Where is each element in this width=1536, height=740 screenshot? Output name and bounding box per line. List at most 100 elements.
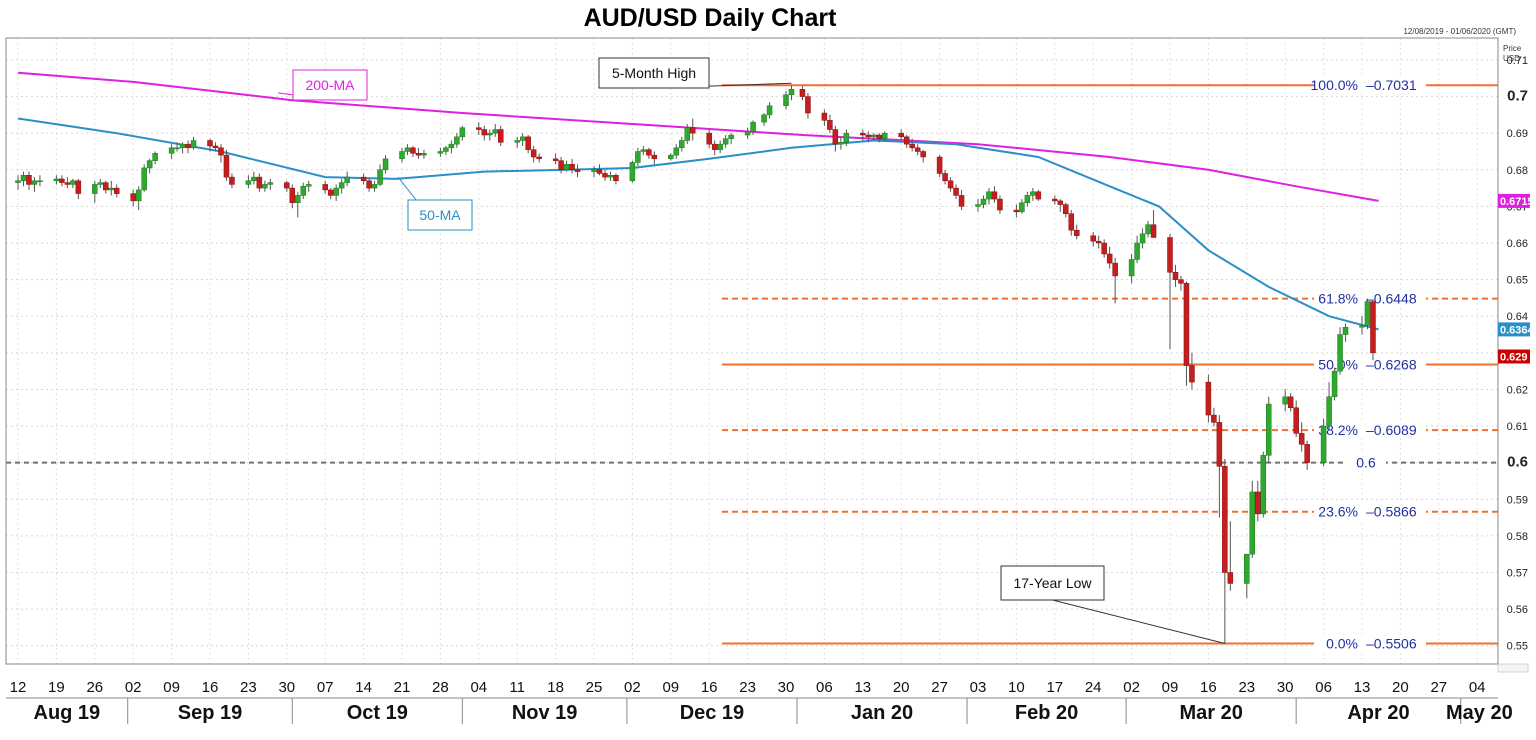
- candle-down: [997, 198, 1003, 211]
- fib-label-bg: [1314, 76, 1426, 94]
- candle-up: [761, 114, 767, 123]
- candle-up: [70, 180, 76, 185]
- y-tick-label: 0.57: [1507, 567, 1528, 579]
- seventeen-year-low-box: [1000, 565, 1105, 601]
- x-tick-label: 06: [1315, 679, 1332, 696]
- candle-up: [1337, 334, 1343, 372]
- x-tick-label: 10: [1008, 679, 1025, 696]
- fibonacci-levels: 100.0%–0.703161.8%–0.644850.0%–0.626838.…: [6, 76, 1498, 652]
- candle-down: [1255, 491, 1261, 515]
- x-tick-label: 28: [432, 679, 449, 696]
- candle-down: [821, 112, 828, 121]
- candle-down: [207, 140, 213, 147]
- x-tick-label: 27: [1430, 679, 1447, 696]
- candle-up: [783, 94, 789, 106]
- y-tick-label: 0.64: [1507, 311, 1528, 323]
- fib-percent-label: 23.6%: [1318, 504, 1358, 520]
- candle-down: [536, 156, 542, 160]
- candle-down: [1167, 237, 1173, 273]
- candle-down: [1150, 224, 1157, 238]
- candle-up: [563, 164, 570, 171]
- candle-down: [832, 129, 839, 145]
- candle-down: [1095, 240, 1102, 244]
- candle-up: [635, 151, 641, 163]
- candle-down: [366, 180, 372, 189]
- candle-up: [146, 160, 153, 169]
- candle-up: [53, 178, 60, 182]
- candle-down: [476, 127, 482, 130]
- x-tick-label: 02: [1123, 679, 1140, 696]
- candle-up: [744, 131, 751, 136]
- x-tick-label: 02: [624, 679, 641, 696]
- ma200-callout-label: 200-MA: [305, 77, 355, 93]
- ma50-line: [17, 117, 1379, 331]
- candle-down: [415, 153, 422, 156]
- y-tick-label: 0.68: [1507, 165, 1528, 177]
- y-tick-label: 0.55: [1507, 641, 1528, 653]
- candle-up: [766, 105, 773, 116]
- candle-down: [410, 147, 416, 154]
- candle-down: [1293, 407, 1299, 434]
- candle-down: [596, 169, 603, 174]
- x-tick-label: 27: [931, 679, 948, 696]
- y-tick-label: 0.66: [1507, 238, 1528, 250]
- candle-up: [1024, 195, 1031, 203]
- x-tick-label: 19: [48, 679, 65, 696]
- candle-up: [629, 162, 636, 182]
- candle-down: [936, 156, 943, 174]
- fib-percent-label: 61.8%: [1318, 291, 1358, 307]
- candle-down: [481, 129, 488, 136]
- reference-label-bg: [1346, 453, 1386, 471]
- candle-up: [986, 191, 992, 200]
- candle-up: [607, 175, 614, 178]
- candle-down: [569, 164, 575, 171]
- candle-up: [728, 134, 734, 139]
- moving-averages: [17, 71, 1379, 331]
- candle-up: [668, 154, 674, 160]
- candle-down: [574, 169, 581, 172]
- candle-up: [437, 151, 444, 154]
- x-tick-label: 20: [1392, 679, 1409, 696]
- x-tick-label: 13: [854, 679, 871, 696]
- candle-down: [1106, 253, 1113, 264]
- candle-up: [717, 143, 723, 150]
- candle-down: [1287, 396, 1294, 408]
- candle-down: [920, 151, 926, 158]
- y-tick-label: 0.56: [1507, 604, 1528, 616]
- candle-up: [295, 195, 301, 203]
- candle-up: [1134, 242, 1140, 260]
- candle-down: [223, 154, 230, 178]
- candle-down: [860, 132, 866, 136]
- candle-down: [805, 96, 811, 114]
- candle-up: [141, 167, 147, 191]
- candle-up: [1128, 259, 1135, 277]
- candle-up: [399, 151, 405, 160]
- candle-down: [284, 182, 290, 189]
- candle-down: [360, 176, 367, 182]
- candle-down: [26, 175, 32, 185]
- candle-down: [552, 158, 559, 161]
- candle-down: [1035, 191, 1042, 200]
- candle-up: [1249, 491, 1256, 555]
- candle-down: [212, 145, 219, 149]
- candle-down: [903, 136, 910, 145]
- candle-down: [525, 136, 531, 150]
- month-label: Feb 20: [1015, 702, 1078, 724]
- candle-down: [646, 149, 652, 156]
- candle-down: [898, 132, 904, 138]
- fib-value-label: –0.6448: [1366, 291, 1417, 307]
- y-tick-label: 0.69: [1507, 128, 1528, 140]
- candle-down: [953, 187, 959, 196]
- candle-down: [947, 180, 954, 189]
- month-label: Sep 19: [178, 702, 242, 724]
- candle-up: [1364, 301, 1371, 326]
- price-badge-label: 0.629: [1500, 351, 1528, 363]
- candle-down: [59, 178, 65, 183]
- candle-down: [799, 89, 806, 97]
- candle-down: [1205, 381, 1212, 416]
- candle-up: [1260, 455, 1267, 515]
- ma200-line: [17, 71, 1379, 202]
- x-tick-label: 23: [739, 679, 756, 696]
- candle-up: [267, 182, 274, 185]
- candle-down: [876, 134, 883, 139]
